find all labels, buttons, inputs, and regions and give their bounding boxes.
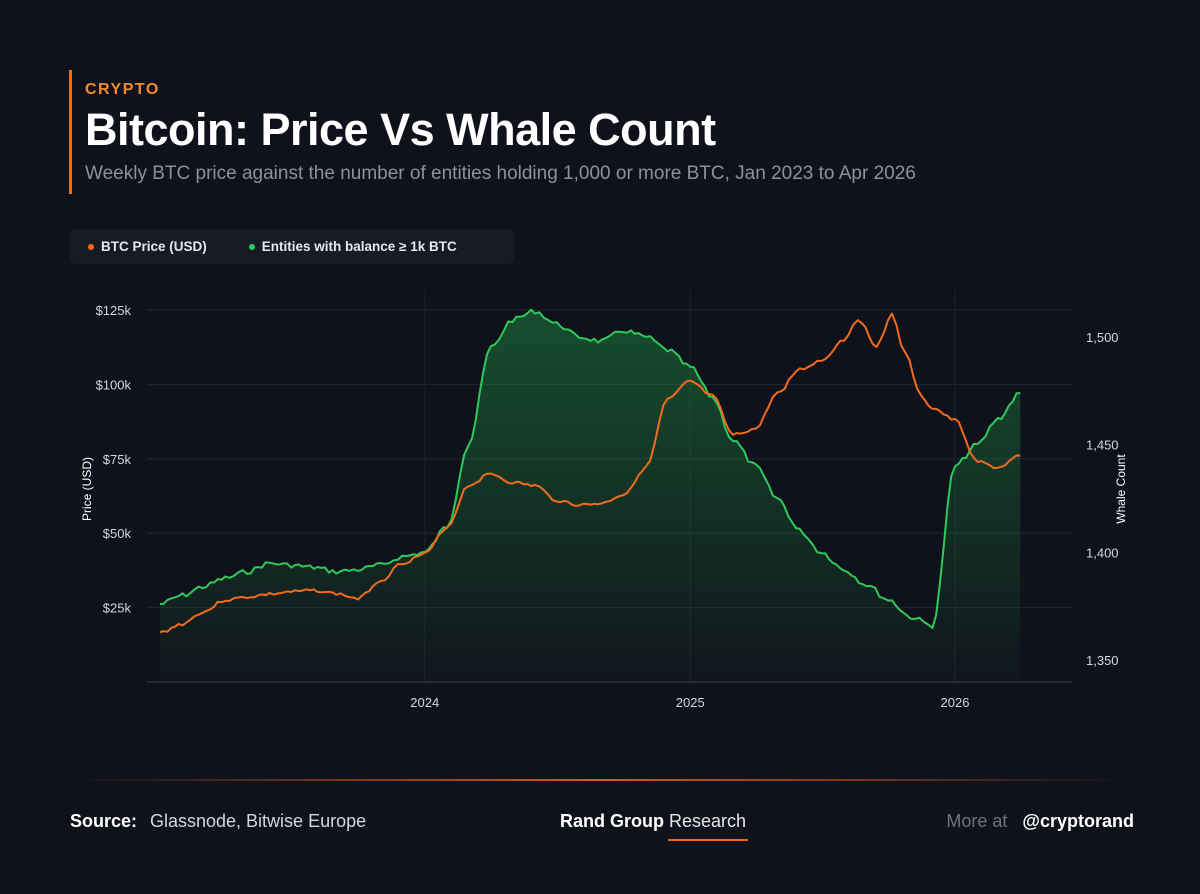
legend-item-price: BTC Price (USD) bbox=[88, 239, 207, 254]
y-right-tick-label: 1,350 bbox=[1086, 653, 1119, 668]
legend: BTC Price (USD) Entities with balance ≥ … bbox=[70, 229, 514, 264]
y-left-tick-label: $100k bbox=[96, 377, 132, 392]
footer-divider bbox=[70, 779, 1128, 781]
legend-dot-price-icon bbox=[88, 243, 94, 250]
y-left-axis-title: Price (USD) bbox=[80, 457, 94, 521]
whale-count-area bbox=[160, 309, 1021, 682]
y-right-tick-label: 1,450 bbox=[1086, 438, 1119, 453]
source-label: Source: bbox=[70, 811, 138, 831]
x-tick-label: 2024 bbox=[410, 695, 439, 710]
y-right-tick-label: 1,500 bbox=[1086, 330, 1119, 345]
chart-title: Bitcoin: Price Vs Whale Count bbox=[85, 104, 716, 155]
brand-light: Research bbox=[669, 811, 747, 831]
y-right-axis-title: Whale Count bbox=[1114, 454, 1128, 524]
whale-count-line bbox=[159, 308, 1021, 629]
x-tick-label: 2026 bbox=[941, 695, 970, 710]
source-value: Glassnode, Bitwise Europe bbox=[150, 811, 367, 831]
y-left-tick-label: $75k bbox=[103, 452, 132, 467]
y-left-tick-label: $25k bbox=[103, 601, 132, 616]
footer: Source: Glassnode, Bitwise Europe Rand G… bbox=[70, 811, 1134, 841]
brand-name: Rand Group Research bbox=[560, 811, 746, 832]
social-handle[interactable]: @cryptorand bbox=[1022, 811, 1134, 831]
brand-underline bbox=[668, 839, 748, 841]
x-tick-label: 2025 bbox=[676, 695, 705, 710]
y-left-tick-label: $50k bbox=[103, 526, 132, 541]
y-right-tick-label: 1,400 bbox=[1086, 545, 1119, 560]
y-left-tick-label: $125k bbox=[96, 303, 132, 318]
more-label: More at bbox=[946, 811, 1008, 831]
btc-price-line bbox=[159, 312, 1021, 634]
brand-strong: Rand Group bbox=[560, 811, 664, 831]
legend-label-price: BTC Price (USD) bbox=[101, 239, 207, 254]
legend-item-whales: Entities with balance ≥ 1k BTC bbox=[248, 239, 457, 254]
header: CRYPTO Bitcoin: Price Vs Whale Count Wee… bbox=[69, 70, 916, 194]
more-info: More at @cryptorand bbox=[946, 811, 1134, 832]
chart-subtitle: Weekly BTC price against the number of e… bbox=[85, 163, 916, 184]
legend-dot-whales-icon bbox=[248, 243, 255, 250]
eyebrow-label: CRYPTO bbox=[85, 81, 160, 98]
legend-label-whales: Entities with balance ≥ 1k BTC bbox=[261, 239, 457, 254]
